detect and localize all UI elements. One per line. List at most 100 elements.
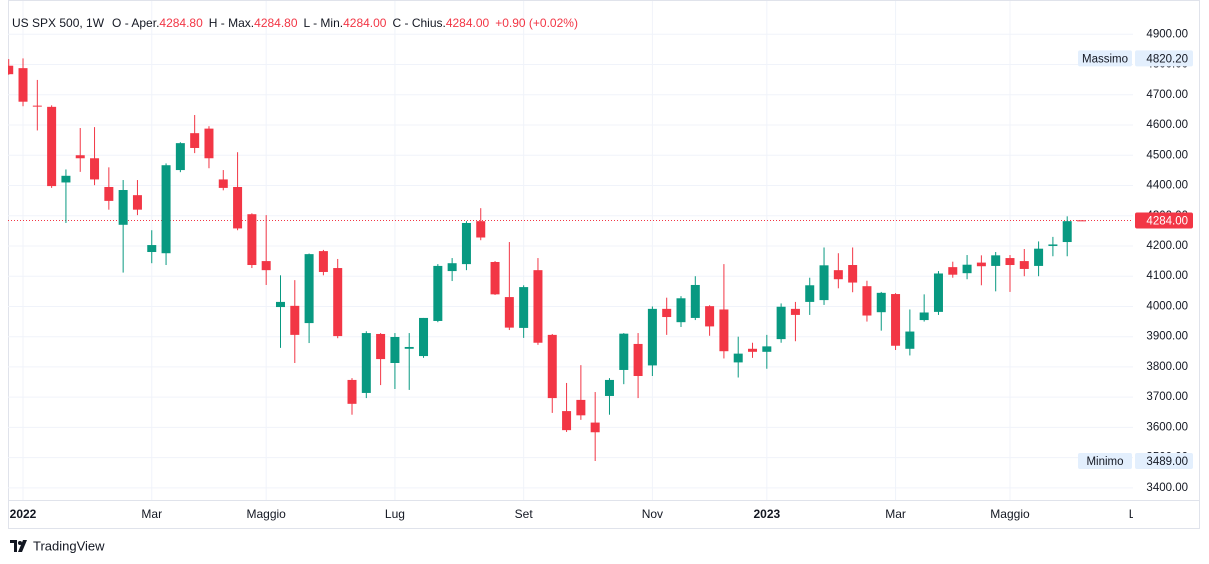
y-tick-label: 3700.00 bbox=[1146, 391, 1188, 403]
candle-body bbox=[290, 305, 300, 335]
candle-body bbox=[1034, 248, 1044, 266]
header-change: +0.90 (+0.02%) bbox=[495, 16, 578, 30]
candle-body bbox=[1019, 261, 1029, 269]
candle-body bbox=[919, 312, 929, 321]
candle-body bbox=[447, 263, 457, 272]
candle-body bbox=[647, 308, 657, 366]
header: US SPX 500, 1W O - Aper.4284.80 H - Max.42… bbox=[12, 16, 578, 30]
annotation-box bbox=[1078, 50, 1132, 67]
y-tick-label: 4000.00 bbox=[1146, 300, 1188, 312]
candle-body bbox=[619, 333, 629, 370]
x-tick-label: Lug bbox=[385, 507, 405, 521]
candle-body bbox=[218, 179, 228, 188]
candle-body bbox=[1048, 244, 1058, 246]
header-field-label: O - Aper. bbox=[112, 16, 159, 30]
candle-body bbox=[32, 105, 42, 107]
y-tick-label: 4600.00 bbox=[1146, 119, 1188, 131]
last-price-badge bbox=[1135, 212, 1193, 229]
candle-body bbox=[676, 298, 686, 323]
x-tick-label: Mar bbox=[141, 507, 162, 521]
annotation-value-box bbox=[1135, 50, 1193, 67]
y-tick-label: 3400.00 bbox=[1146, 482, 1188, 494]
candle-body bbox=[876, 292, 886, 313]
candle-body bbox=[705, 306, 715, 327]
x-tick-label: Maggio bbox=[990, 507, 1030, 521]
candle-body bbox=[719, 309, 729, 352]
candle-body bbox=[476, 221, 486, 238]
candle-body bbox=[733, 353, 743, 363]
header-field-value: 4284.80 bbox=[254, 16, 298, 30]
candle-body bbox=[490, 261, 500, 295]
annotation-text: Minimo bbox=[1086, 456, 1123, 468]
candle-body bbox=[347, 379, 357, 404]
x-tick-label: Maggio bbox=[247, 507, 287, 521]
candle-body bbox=[132, 195, 142, 210]
y-tick-label: 4500.00 bbox=[1146, 149, 1188, 161]
header-field-value: 4284.80 bbox=[159, 16, 203, 30]
candle-body bbox=[433, 265, 443, 321]
x-tick-label: Mar bbox=[885, 507, 906, 521]
candle-body bbox=[562, 411, 572, 431]
candle-body bbox=[190, 133, 200, 148]
y-tick-label: 3600.00 bbox=[1146, 421, 1188, 433]
grid bbox=[8, 1, 1133, 500]
candle-body bbox=[161, 165, 171, 254]
candle-body bbox=[576, 399, 586, 416]
candle-body bbox=[848, 265, 858, 283]
candle-body bbox=[233, 186, 243, 229]
candle-body bbox=[390, 336, 400, 364]
candle-body bbox=[833, 270, 843, 280]
candle-body bbox=[304, 254, 314, 324]
candle-body bbox=[1062, 221, 1072, 243]
header-field-label: C - Chius. bbox=[392, 16, 445, 30]
x-tick-label: 2023 bbox=[753, 507, 780, 521]
candle-body bbox=[862, 286, 872, 316]
candle-body bbox=[991, 255, 1001, 266]
header-field-label: L - Min. bbox=[304, 16, 344, 30]
candle-body bbox=[962, 264, 972, 274]
candle-body bbox=[75, 155, 85, 159]
candle-body bbox=[933, 273, 943, 312]
header-field-value: 4284.00 bbox=[343, 16, 387, 30]
candle-body bbox=[790, 308, 800, 315]
frame bbox=[8, 0, 1200, 529]
y-tick-label: 4100.00 bbox=[1146, 270, 1188, 282]
candle-body bbox=[318, 251, 328, 272]
candle-body bbox=[147, 245, 157, 253]
candle-body bbox=[8, 65, 14, 75]
annotation-box bbox=[1078, 452, 1132, 469]
footer-brand: TradingView bbox=[33, 538, 105, 553]
candle-body bbox=[948, 267, 958, 275]
candle-body bbox=[533, 270, 543, 343]
candle-body bbox=[547, 334, 557, 399]
candle-body bbox=[404, 346, 414, 349]
candle-body bbox=[762, 346, 772, 352]
header-symbol: US SPX 500, 1W bbox=[12, 16, 105, 30]
y-tick-label: 3800.00 bbox=[1146, 361, 1188, 373]
candle-body bbox=[905, 331, 915, 349]
annotation-value: 3489.00 bbox=[1146, 456, 1188, 468]
header-field-label: H - Max. bbox=[209, 16, 254, 30]
x-tick-label: 2022 bbox=[10, 507, 37, 521]
x-tick-label: Nov bbox=[642, 507, 663, 521]
candle-body bbox=[61, 175, 71, 183]
x-tick-label: Lug bbox=[1129, 507, 1149, 521]
annotation-text: Massimo bbox=[1082, 53, 1128, 65]
candle-body bbox=[90, 158, 100, 180]
last-price-label: 4284.00 bbox=[1146, 216, 1188, 228]
candle-body bbox=[118, 190, 128, 225]
candle-body bbox=[504, 297, 514, 328]
y-tick-label: 4900.00 bbox=[1146, 28, 1188, 40]
candle-body bbox=[333, 268, 343, 337]
x-tick-label: Set bbox=[515, 507, 534, 521]
candle-body bbox=[419, 317, 429, 357]
header-field-value: 4284.00 bbox=[446, 16, 490, 30]
candle-body bbox=[275, 301, 285, 308]
y-tick-label: 3900.00 bbox=[1146, 331, 1188, 343]
candle-body bbox=[261, 261, 271, 271]
candle-body bbox=[662, 308, 672, 318]
candle-body bbox=[805, 285, 815, 302]
y-tick-label: 4200.00 bbox=[1146, 240, 1188, 252]
candle-body bbox=[247, 214, 257, 266]
